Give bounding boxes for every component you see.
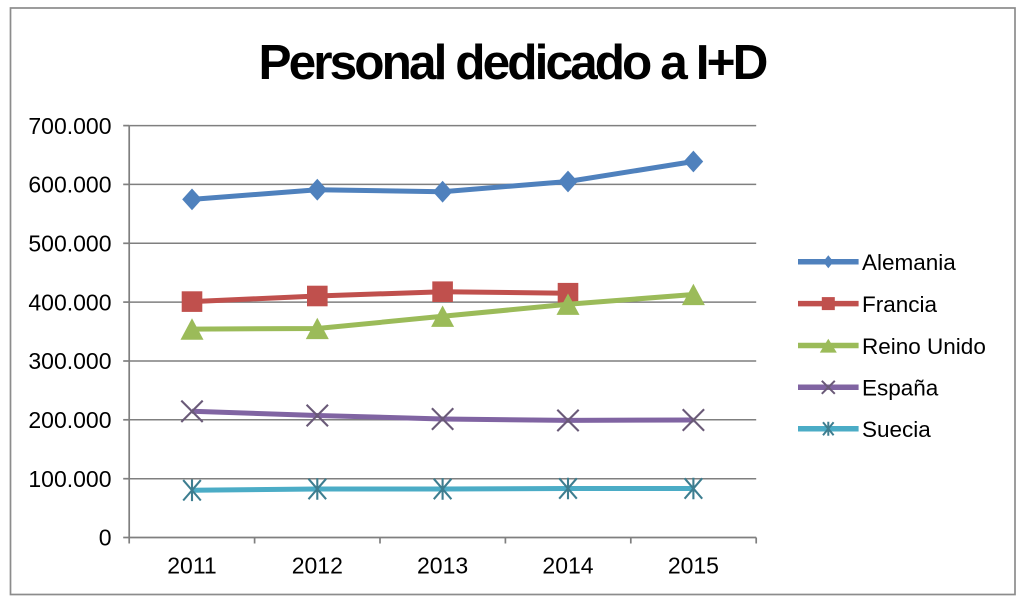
svg-text:Francia: Francia (862, 292, 938, 317)
svg-text:600.000: 600.000 (28, 172, 111, 198)
svg-text:100.000: 100.000 (28, 466, 111, 492)
svg-text:2015: 2015 (668, 553, 719, 579)
svg-text:400.000: 400.000 (28, 289, 111, 315)
svg-text:2014: 2014 (542, 553, 593, 579)
svg-text:2012: 2012 (292, 553, 343, 579)
svg-text:200.000: 200.000 (28, 407, 111, 433)
svg-text:700.000: 700.000 (28, 113, 111, 139)
svg-text:Suecia: Suecia (862, 417, 931, 442)
svg-text:0: 0 (99, 525, 112, 551)
svg-text:2013: 2013 (417, 553, 468, 579)
svg-text:500.000: 500.000 (28, 231, 111, 257)
svg-text:España: España (862, 376, 939, 401)
svg-text:2011: 2011 (167, 553, 216, 579)
svg-text:Reino Unido: Reino Unido (862, 334, 986, 359)
svg-text:Personal dedicado a I+D: Personal dedicado a I+D (259, 35, 767, 90)
svg-text:300.000: 300.000 (28, 348, 111, 374)
svg-text:Alemania: Alemania (862, 250, 956, 275)
